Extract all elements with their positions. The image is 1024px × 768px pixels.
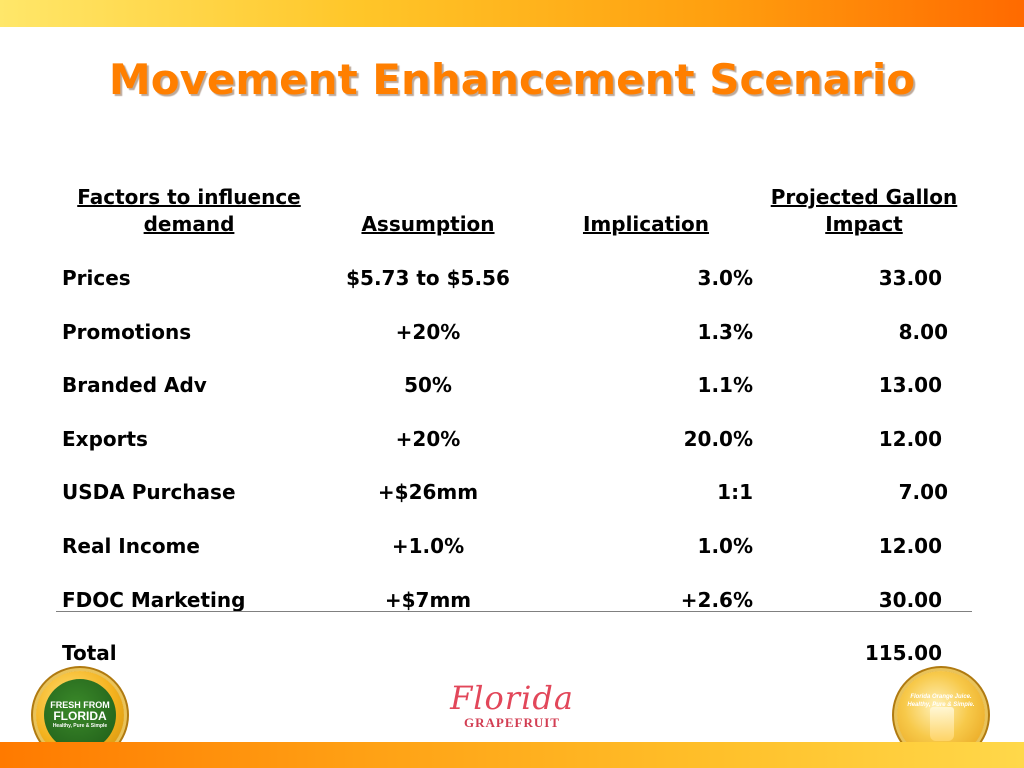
row-branded-adv-factor: Branded Adv — [62, 373, 207, 397]
row-prices-factor: Prices — [62, 266, 131, 290]
row-exports-factor: Exports — [62, 427, 148, 451]
row-prices-impact: 33.00 — [878, 266, 942, 290]
total-impact: 115.00 — [864, 641, 942, 665]
row-branded-adv-implication: 1.1% — [697, 373, 753, 397]
row-usda-purchase-implication: 1:1 — [717, 480, 753, 504]
florida-grapefruit-sub: GRAPEFRUIT — [464, 715, 560, 730]
florida-grapefruit-script: Florida — [450, 679, 574, 717]
row-real-income-implication: 1.0% — [697, 534, 753, 558]
row-promotions-assumption: +20% — [395, 320, 461, 344]
row-promotions-factor: Promotions — [62, 320, 192, 344]
header-factors-line2: demand — [143, 212, 235, 236]
florida-grapefruit-logo: Florida GRAPEFRUIT — [448, 680, 576, 730]
row-branded-adv-assumption: 50% — [404, 373, 452, 397]
row-fdoc-marketing-assumption: +$7mm — [384, 588, 472, 612]
row-usda-purchase-impact: 7.00 — [898, 480, 948, 504]
total-label: Total — [62, 641, 117, 665]
row-fdoc-marketing-impact: 30.00 — [878, 588, 942, 612]
total-divider — [56, 611, 972, 612]
florida-orange-juice-text: Florida Orange Juice. Healthy, Pure & Si… — [907, 694, 975, 708]
row-branded-adv-impact: 13.00 — [878, 373, 942, 397]
row-real-income-factor: Real Income — [62, 534, 200, 558]
row-usda-purchase-assumption: +$26mm — [377, 480, 479, 504]
fresh-from-florida-line3: Healthy, Pure & Simple — [52, 723, 108, 729]
header-impact-line2: Impact — [825, 212, 903, 236]
top-color-band — [0, 0, 1024, 27]
row-prices-assumption: $5.73 to $5.56 — [346, 266, 510, 290]
header-factors-line1: Factors to influence — [77, 185, 301, 209]
header-impact: Projected Gallon Impact — [754, 184, 974, 238]
header-assumption: Assumption — [361, 212, 495, 236]
juice-glass-icon — [930, 707, 954, 741]
slide-title: Movement Enhancement Scenario — [108, 55, 916, 104]
row-exports-assumption: +20% — [395, 427, 461, 451]
row-real-income-assumption: +1.0% — [391, 534, 465, 558]
header-implication: Implication — [582, 212, 710, 236]
fresh-from-florida-logo-inner: FRESH FROM FLORIDA Healthy, Pure & Simpl… — [44, 679, 116, 751]
row-fdoc-marketing-factor: FDOC Marketing — [62, 588, 246, 612]
row-promotions-impact: 8.00 — [898, 320, 948, 344]
row-usda-purchase-factor: USDA Purchase — [62, 480, 236, 504]
row-promotions-implication: 1.3% — [697, 320, 753, 344]
row-exports-implication: 20.0% — [683, 427, 753, 451]
row-prices-implication: 3.0% — [697, 266, 753, 290]
row-real-income-impact: 12.00 — [878, 534, 942, 558]
header-impact-line1: Projected Gallon — [770, 185, 958, 209]
row-exports-impact: 12.00 — [878, 427, 942, 451]
fresh-from-florida-line2: FLORIDA — [53, 709, 107, 723]
row-fdoc-marketing-implication: +2.6% — [680, 588, 753, 612]
header-factors: Factors to influence demand — [64, 184, 314, 238]
bottom-color-band — [0, 742, 1024, 768]
fresh-from-florida-line1: FRESH FROM — [50, 700, 110, 710]
